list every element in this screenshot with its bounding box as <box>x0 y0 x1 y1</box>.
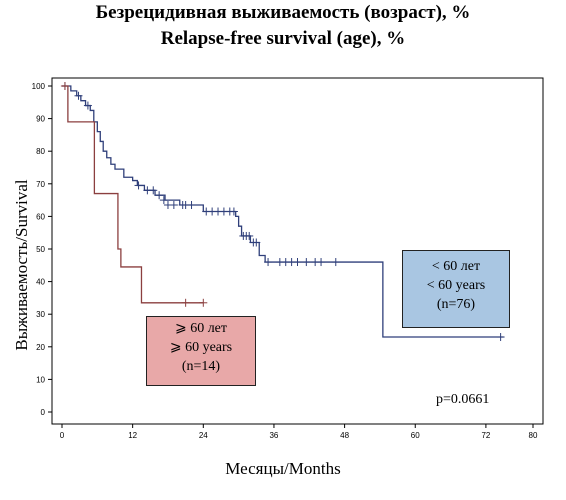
y-tick-label: 10 <box>36 375 45 384</box>
y-tick-label: 50 <box>36 245 45 254</box>
legend-under-60-line-1: < 60 лет <box>431 259 481 274</box>
survival-curve-0 <box>62 85 504 338</box>
survival-curve-1 <box>62 85 204 304</box>
x-axis-label: Месяцы/Months <box>225 459 341 478</box>
x-tick-label: 12 <box>128 431 137 440</box>
chart-series <box>60 82 505 342</box>
y-axis-label: Выживаемость/Survival <box>12 179 31 351</box>
chart-title-en: Relapse-free survival (age), % <box>160 28 406 49</box>
x-tick-label: 80 <box>529 431 538 440</box>
y-tick-label: 30 <box>36 310 45 319</box>
y-tick-label: 20 <box>36 343 45 352</box>
legend-over-60-line-3: (n=14) <box>181 359 221 374</box>
legend-under-60-line-3: (n=76) <box>436 297 476 312</box>
y-tick-label: 0 <box>41 408 46 417</box>
x-tick-label: 60 <box>411 431 420 440</box>
plot-frame <box>51 77 544 425</box>
legend-box-under-60: < 60 лет < 60 years (n=76) <box>402 250 510 328</box>
y-tick-label: 70 <box>36 180 45 189</box>
y-tick-label: 90 <box>36 115 45 124</box>
legend-over-60-line-1: ⩾ 60 лет <box>174 321 228 336</box>
legend-over-60-line-2: ⩾ 60 years <box>169 340 233 355</box>
x-tick-label: 0 <box>60 431 65 440</box>
y-tick-label: 100 <box>32 82 46 91</box>
chart-axes: 0 10 20 30 40 50 60 70 80 90 100 0 12 24 36 48 60 72 80 <box>32 77 544 440</box>
y-tick-label: 80 <box>36 147 45 156</box>
y-tick-label: 40 <box>36 278 45 287</box>
x-tick-label: 72 <box>481 431 490 440</box>
y-tick-label: 60 <box>36 212 45 221</box>
x-tick-label: 48 <box>340 431 349 440</box>
chart-title-ru: Безрецидивная выживаемость (возраст), % <box>95 2 471 23</box>
x-tick-label: 36 <box>269 431 278 440</box>
p-value-label: p=0.0661 <box>436 392 490 407</box>
legend-box-over-60: ⩾ 60 лет ⩾ 60 years (n=14) <box>146 316 256 386</box>
x-tick-label: 24 <box>199 431 208 440</box>
legend-under-60-line-2: < 60 years <box>426 278 486 293</box>
